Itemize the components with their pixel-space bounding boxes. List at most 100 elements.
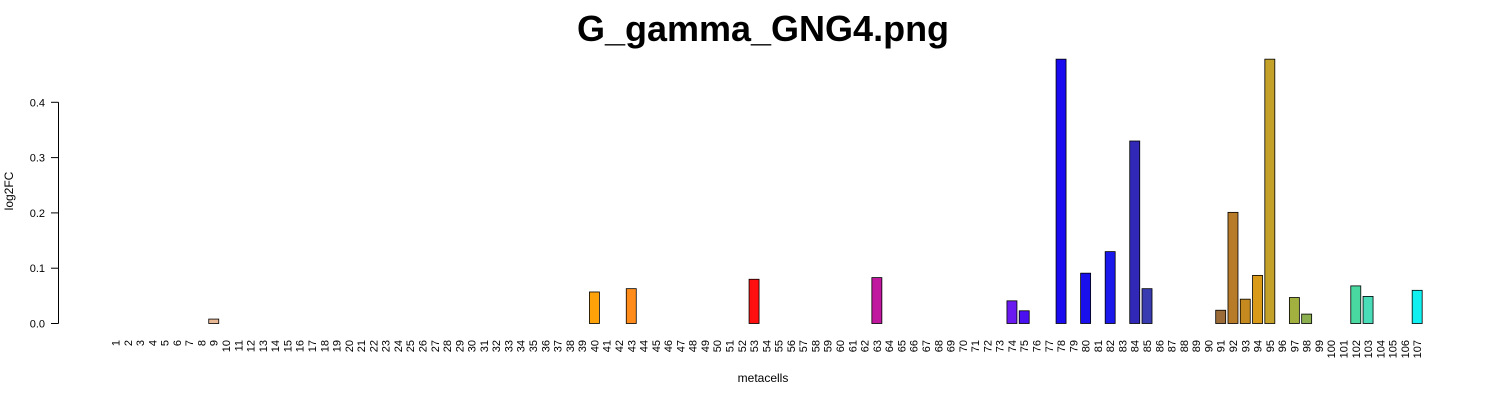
x-tick-label: 70 xyxy=(958,340,970,352)
x-tick-label: 93 xyxy=(1240,340,1252,352)
x-tick-label: 6 xyxy=(172,340,184,346)
bar-metacell-63 xyxy=(871,277,883,324)
x-tick-label: 68 xyxy=(933,340,945,352)
bar-metacell-43 xyxy=(625,288,637,324)
x-tick-label: 104 xyxy=(1375,340,1387,358)
y-tick-label: 0.2 xyxy=(30,208,45,220)
y-tick-label: 0.0 xyxy=(30,319,45,331)
x-tick-label: 13 xyxy=(258,340,270,352)
bar-metacell-53 xyxy=(748,278,760,324)
x-tick-label: 81 xyxy=(1093,340,1105,352)
bar-metacell-92 xyxy=(1227,211,1239,324)
x-tick-label: 71 xyxy=(970,340,982,352)
x-tick-label: 62 xyxy=(860,340,872,352)
x-tick-label: 28 xyxy=(442,340,454,352)
x-tick-label: 66 xyxy=(909,340,921,352)
x-tick-label: 27 xyxy=(430,340,442,352)
bar-metacell-94 xyxy=(1252,274,1263,324)
x-tick-label: 35 xyxy=(528,340,540,352)
bar-metacell-82 xyxy=(1104,251,1116,324)
x-tick-label: 74 xyxy=(1007,340,1019,352)
x-tick-label: 8 xyxy=(196,340,208,346)
x-tick-label: 73 xyxy=(995,340,1007,352)
x-tick-label: 14 xyxy=(270,340,282,352)
chart-title: G_gamma_GNG4.png xyxy=(576,8,950,49)
bar-metacell-103 xyxy=(1362,295,1374,324)
y-axis: 0.0 0.1 0.2 0.3 0.4 xyxy=(30,97,59,331)
x-tick-label: 58 xyxy=(810,340,822,352)
x-tick-label: 34 xyxy=(516,340,528,352)
x-tick-label: 45 xyxy=(651,340,663,352)
x-tick-label: 63 xyxy=(872,340,884,352)
x-tick-label: 87 xyxy=(1167,340,1179,352)
x-tick-label: 61 xyxy=(847,340,859,352)
x-tick-label: 57 xyxy=(798,340,810,352)
x-tick-label: 53 xyxy=(749,340,761,352)
x-tick-label: 99 xyxy=(1314,340,1326,352)
bar-metacell-74 xyxy=(1006,300,1018,324)
bar-metacell-102 xyxy=(1350,285,1362,324)
x-axis-label: metacells xyxy=(738,371,789,385)
x-tick-label: 37 xyxy=(553,340,565,352)
x-tick-label: 16 xyxy=(295,340,307,352)
x-tick-label: 89 xyxy=(1191,340,1203,352)
x-tick-label: 106 xyxy=(1400,340,1412,358)
x-tick-label: 24 xyxy=(393,340,405,352)
x-tick-label: 55 xyxy=(774,340,786,352)
x-tick-label: 5 xyxy=(160,340,172,346)
x-tick-label: 79 xyxy=(1068,340,1080,352)
x-tick-label: 3 xyxy=(135,340,147,346)
x-tick-label: 65 xyxy=(896,340,908,352)
bar-metacell-97 xyxy=(1288,297,1300,324)
x-tick-label: 20 xyxy=(344,340,356,352)
x-tick-label: 56 xyxy=(786,340,798,352)
x-tick-label: 91 xyxy=(1216,340,1228,352)
x-tick-label: 1 xyxy=(111,340,123,346)
x-tick-label: 83 xyxy=(1117,340,1129,352)
x-tick-label: 103 xyxy=(1363,340,1375,358)
x-tick-label: 47 xyxy=(675,340,687,352)
x-tick-label: 19 xyxy=(332,340,344,352)
x-tick-label: 40 xyxy=(589,340,601,352)
x-tick-label: 100 xyxy=(1326,340,1338,358)
x-tick-label: 97 xyxy=(1289,340,1301,352)
x-tick-label: 101 xyxy=(1339,340,1351,358)
x-tick-label: 107 xyxy=(1412,340,1424,358)
y-axis-label: log2FC xyxy=(2,171,16,210)
x-tick-label: 90 xyxy=(1203,340,1215,352)
x-tick-label: 75 xyxy=(1019,340,1031,352)
x-tick-label: 67 xyxy=(921,340,933,352)
x-tick-label: 21 xyxy=(356,340,368,352)
x-tick-label: 43 xyxy=(626,340,638,352)
x-tick-label: 30 xyxy=(467,340,479,352)
x-tick-label: 36 xyxy=(540,340,552,352)
bar-metacell-95 xyxy=(1264,58,1276,324)
x-tick-label: 94 xyxy=(1253,340,1265,352)
x-tick-label: 85 xyxy=(1142,340,1154,352)
x-tick-label: 18 xyxy=(319,340,331,352)
x-tick-label: 25 xyxy=(405,340,417,352)
x-tick-label: 46 xyxy=(663,340,675,352)
y-tick-label: 0.1 xyxy=(30,263,45,275)
x-tick-label: 33 xyxy=(503,340,515,352)
x-tick-label: 88 xyxy=(1179,340,1191,352)
x-tick-label: 49 xyxy=(700,340,712,352)
x-tick-label: 86 xyxy=(1154,340,1166,352)
x-tick-label: 32 xyxy=(491,340,503,352)
x-tick-label: 76 xyxy=(1032,340,1044,352)
bar-metacell-91 xyxy=(1215,309,1227,324)
bars-layer xyxy=(208,58,1423,324)
x-tick-label: 4 xyxy=(147,340,159,346)
bar-metacell-85 xyxy=(1141,288,1153,324)
bar-metacell-107 xyxy=(1411,289,1423,324)
x-tick-label: 39 xyxy=(577,340,589,352)
x-tick-label: 78 xyxy=(1056,340,1068,352)
bar-metacell-40 xyxy=(589,291,600,324)
x-tick-label: 50 xyxy=(712,340,724,352)
x-tick-label: 42 xyxy=(614,340,626,352)
x-tick-label: 12 xyxy=(246,340,258,352)
x-tick-label: 59 xyxy=(823,340,835,352)
x-tick-label: 48 xyxy=(688,340,700,352)
x-tick-label: 31 xyxy=(479,340,491,352)
